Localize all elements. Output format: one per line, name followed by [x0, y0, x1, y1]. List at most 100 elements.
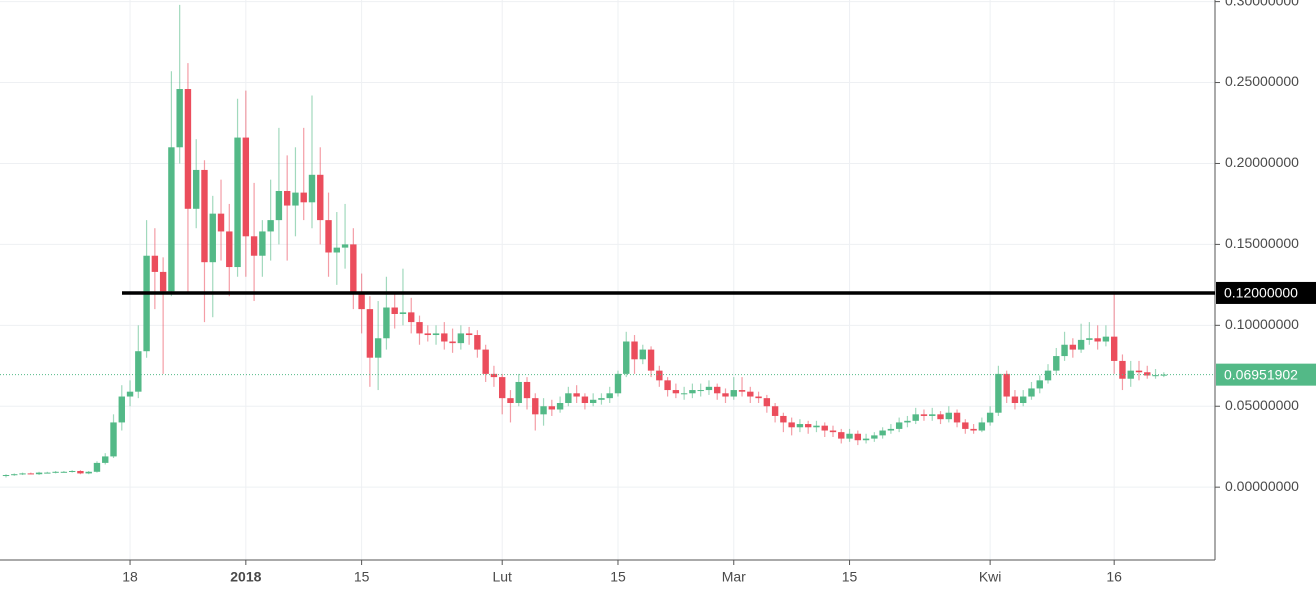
y-tick-label: 0.20000000: [1225, 154, 1299, 170]
candle-body: [474, 335, 481, 350]
candle-body: [895, 422, 903, 429]
candle-body: [465, 333, 473, 336]
x-tick-label: 15: [354, 569, 370, 585]
candle-body: [341, 244, 349, 248]
candle-body: [813, 425, 820, 428]
candle-body: [871, 435, 878, 439]
candle-body: [664, 380, 671, 391]
x-tick-label: 2018: [230, 569, 261, 585]
candle-body: [159, 271, 167, 292]
candle-body: [226, 231, 233, 268]
x-tick-label: 15: [842, 569, 858, 585]
candle-body: [532, 398, 539, 415]
candle-body: [275, 190, 283, 221]
candle-body: [887, 428, 895, 431]
candle-body: [821, 425, 828, 431]
candle-body: [1102, 336, 1110, 342]
candle-body: [457, 333, 465, 344]
candle-body: [937, 414, 944, 420]
candle-body: [523, 381, 531, 399]
candle-body: [581, 396, 589, 404]
candle-body: [1110, 336, 1118, 361]
y-tick-label: 0.05000000: [1225, 397, 1299, 413]
candle-body: [85, 471, 92, 474]
x-tick-label: 15: [610, 569, 626, 585]
candle-body: [747, 391, 754, 397]
price-label: 0.06951902: [1224, 366, 1298, 382]
candle-body: [424, 333, 431, 336]
candle-body: [399, 312, 407, 314]
candle-body: [209, 213, 216, 263]
candle-body: [1086, 338, 1093, 340]
candle-body: [1061, 344, 1068, 357]
candle-body: [325, 220, 332, 253]
candle-body: [482, 349, 489, 374]
price-label-bg: [1216, 281, 1316, 304]
candle-body: [1069, 344, 1077, 350]
candle-body: [176, 89, 183, 148]
candle-body: [27, 473, 35, 475]
candle-body: [449, 341, 456, 344]
candle-body: [68, 470, 76, 472]
candle-body: [441, 333, 448, 342]
candle-body: [358, 292, 365, 310]
candle-body: [556, 403, 564, 410]
candle-body: [374, 338, 382, 358]
candle-body: [846, 433, 853, 439]
candle-body: [986, 412, 994, 423]
candle-body: [796, 424, 804, 428]
price-label: 0.12000000: [1224, 285, 1298, 301]
candle-body: [953, 412, 961, 423]
candle-body: [201, 169, 208, 263]
candle-body: [1144, 372, 1151, 376]
candle-body: [151, 255, 159, 272]
candle-body: [60, 471, 68, 473]
candle-body: [1020, 396, 1027, 404]
candle-body: [1011, 396, 1019, 404]
candle-body: [714, 386, 721, 394]
y-tick-label: 0.30000000: [1225, 0, 1299, 8]
candle-body: [879, 430, 886, 436]
candle-body: [672, 390, 680, 394]
candle-body: [540, 406, 547, 415]
candle-body: [143, 255, 150, 352]
candle-body: [292, 192, 299, 206]
candle-body: [647, 349, 655, 371]
candle-body: [408, 312, 415, 323]
candle-body: [300, 192, 307, 203]
candle-body: [507, 398, 514, 404]
x-tick-label: Mar: [722, 569, 746, 585]
candle-body: [780, 415, 787, 423]
candle-body: [366, 309, 374, 358]
y-tick-label: 0.15000000: [1225, 235, 1299, 251]
candle-body: [217, 213, 225, 232]
candle-body: [1119, 360, 1126, 379]
candle-body: [1160, 374, 1167, 376]
candle-body: [623, 341, 630, 374]
candle-body: [970, 428, 977, 431]
candle-body: [1094, 338, 1101, 342]
candle-body: [35, 472, 43, 475]
candle-body: [722, 393, 729, 397]
candle-body: [1053, 356, 1060, 371]
candle-body: [788, 422, 795, 428]
candle-body: [904, 420, 911, 423]
y-tick-label: 0.00000000: [1225, 478, 1299, 494]
price-label-bg: [1216, 363, 1316, 386]
candle-body: [2, 475, 10, 477]
x-tick-label: Lut: [492, 569, 512, 585]
candle-body: [1127, 370, 1134, 379]
candle-body: [548, 406, 556, 410]
y-tick-label: 0.25000000: [1225, 73, 1299, 89]
candle-body: [912, 414, 919, 421]
candle-body: [1044, 370, 1052, 381]
candle-body: [945, 412, 952, 420]
candle-body: [267, 220, 274, 232]
candle-body: [391, 307, 398, 314]
candle-body: [565, 393, 572, 404]
candle-body: [234, 137, 241, 268]
candle-body: [242, 137, 250, 237]
x-tick-label: Kwi: [979, 569, 1002, 585]
candle-body: [854, 433, 862, 441]
candle-body: [771, 406, 779, 416]
